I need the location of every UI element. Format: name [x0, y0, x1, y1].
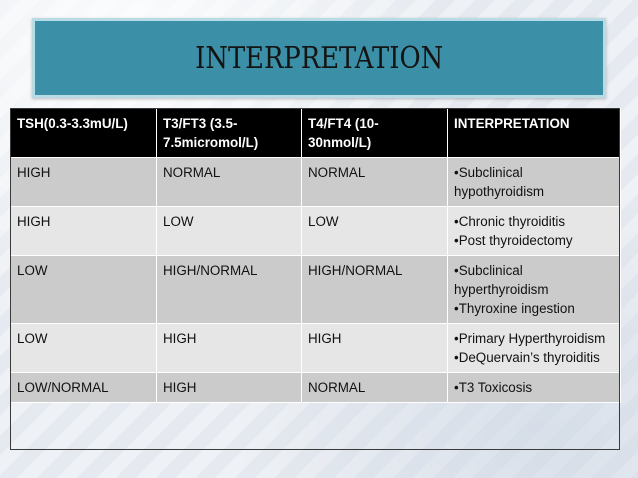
cell-interpretation: •Primary Hyperthyroidism •DeQuervain’s th… — [447, 323, 621, 373]
table-row: HIGH NORMAL NORMAL •Subclinical hypothyroid… — [10, 157, 621, 207]
interpretation-line: •Primary Hyperthyroidism — [454, 331, 606, 346]
interpretation-line: •Chronic thyroiditis — [454, 214, 566, 229]
cell-tsh: LOW — [10, 255, 157, 324]
slide-title: INTERPRETATION — [194, 40, 444, 76]
cell-t4: NORMAL — [301, 157, 448, 207]
interpretation-line: •T3 Toxicosis — [454, 380, 533, 395]
cell-t3: HIGH/NORMAL — [156, 255, 302, 324]
cell-t3: HIGH — [156, 323, 302, 373]
cell-t4: LOW — [301, 206, 448, 256]
cell-t3: HIGH — [156, 372, 302, 403]
table-body: HIGH NORMAL NORMAL •Subclinical hypothyroid… — [10, 157, 621, 403]
cell-interpretation: •Subclinical hyperthyroidism •Thyroxine i… — [447, 255, 621, 324]
table-row: LOW/NORMAL HIGH NORMAL •T3 Toxicosis — [10, 372, 621, 403]
interpretation-line: •Post thyroidectomy — [454, 233, 573, 248]
header-t4: T4/FT4 (10-30nmol/L) — [301, 108, 448, 158]
table-header-row: TSH(0.3-3.3mU/L) T3/FT3 (3.5-7.5micromol… — [10, 108, 621, 158]
table-row: LOW HIGH/NORMAL HIGH/NORMAL •Subclinical hy… — [10, 255, 621, 324]
title-banner: INTERPRETATION — [32, 18, 606, 98]
cell-tsh: LOW — [10, 323, 157, 373]
table-row: HIGH LOW LOW •Chronic thyroiditis •Post thyr… — [10, 206, 621, 256]
interpretation-table: TSH(0.3-3.3mU/L) T3/FT3 (3.5-7.5micromol… — [10, 108, 621, 403]
header-t3: T3/FT3 (3.5-7.5micromol/L) — [156, 108, 302, 158]
cell-interpretation: •T3 Toxicosis — [447, 372, 621, 403]
header-tsh: TSH(0.3-3.3mU/L) — [10, 108, 157, 158]
cell-t3: LOW — [156, 206, 302, 256]
interpretation-line: •Subclinical hypothyroidism — [454, 165, 545, 199]
table-row: LOW HIGH HIGH •Primary Hyperthyroidism •DeQu… — [10, 323, 621, 373]
cell-t4: HIGH/NORMAL — [301, 255, 448, 324]
cell-t3: NORMAL — [156, 157, 302, 207]
cell-interpretation: •Subclinical hypothyroidism — [447, 157, 621, 207]
cell-tsh: HIGH — [10, 206, 157, 256]
cell-tsh: HIGH — [10, 157, 157, 207]
header-interpretation: INTERPRETATION — [447, 108, 621, 158]
cell-tsh: LOW/NORMAL — [10, 372, 157, 403]
interpretation-line: •Thyroxine ingestion — [454, 301, 575, 316]
interpretation-line: •DeQuervain’s thyroiditis — [454, 350, 600, 365]
cell-interpretation: •Chronic thyroiditis •Post thyroidectomy — [447, 206, 621, 256]
cell-t4: NORMAL — [301, 372, 448, 403]
interpretation-line: •Subclinical hyperthyroidism — [454, 263, 549, 297]
cell-t4: HIGH — [301, 323, 448, 373]
